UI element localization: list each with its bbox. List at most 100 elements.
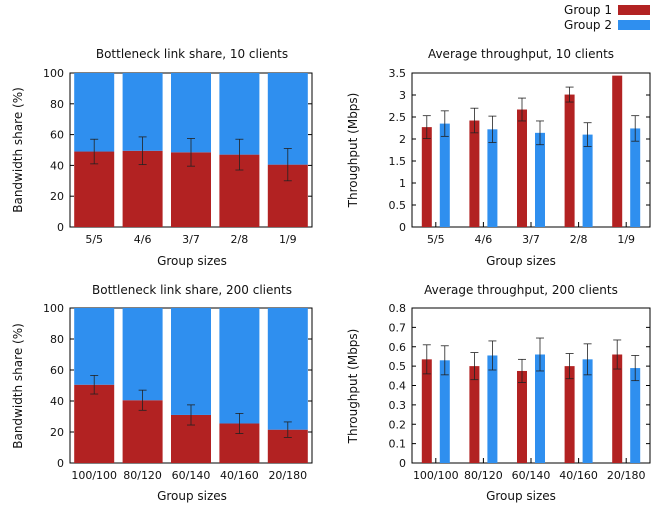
bar-group-1	[469, 366, 480, 463]
x-tick-label: 5/5	[427, 233, 445, 246]
y-tick-label: 100	[43, 302, 64, 315]
chart-title: Bottleneck link share, 200 clients	[92, 283, 292, 297]
bar-group-1	[74, 384, 115, 463]
bar-group-2	[487, 355, 498, 463]
chart-title: Bottleneck link share, 10 clients	[96, 47, 288, 61]
bar-group-2	[74, 73, 115, 152]
y-axis-label: Bandwidth share (%)	[11, 323, 25, 449]
bar-group-1	[564, 366, 575, 463]
bar-group-1	[469, 120, 480, 227]
bar-group-1	[421, 127, 432, 227]
bar-group-2	[535, 354, 545, 463]
x-tick-label: 60/140	[512, 469, 551, 482]
bar-group-2	[630, 128, 641, 227]
x-tick-label: 80/120	[464, 469, 503, 482]
y-tick-label: 40	[50, 395, 64, 408]
y-tick-label: 0.6	[389, 341, 407, 354]
panel-bottleneck-share-10: Bottleneck link share, 10 clients Group …	[11, 47, 313, 268]
y-tick-label: 20	[50, 426, 64, 439]
y-tick-label: 0.1	[389, 438, 407, 451]
legend-swatch-group-1	[618, 5, 650, 15]
chart-title: Average throughput, 200 clients	[424, 283, 618, 297]
y-tick-label: 0	[399, 221, 406, 234]
y-tick-label: 40	[50, 159, 64, 172]
panel-throughput-200: Average throughput, 200 clients Group si…	[346, 283, 651, 503]
y-tick-label: 0.5	[389, 199, 407, 212]
bar-group-2	[219, 308, 260, 424]
y-tick-label: 0	[57, 457, 64, 470]
x-tick-label: 40/160	[220, 469, 259, 482]
x-tick-label: 4/6	[475, 233, 493, 246]
bar-group-2	[630, 368, 641, 463]
x-tick-label: 60/140	[172, 469, 211, 482]
x-tick-label: 100/100	[71, 469, 117, 482]
legend-swatch-group-2	[618, 20, 650, 30]
legend-label-group-1: Group 1	[564, 3, 612, 17]
legend-label-group-2: Group 2	[564, 18, 612, 32]
bar-group-2	[487, 129, 498, 227]
x-axis-label: Group sizes	[486, 254, 556, 268]
y-tick-label: 0.5	[389, 360, 407, 373]
x-tick-label: 3/7	[182, 233, 200, 246]
y-tick-label: 60	[50, 129, 64, 142]
y-tick-label: 0.3	[389, 399, 407, 412]
y-tick-label: 0.7	[389, 321, 407, 334]
y-tick-label: 60	[50, 364, 64, 377]
x-tick-label: 2/8	[231, 233, 249, 246]
y-tick-label: 1.5	[389, 155, 407, 168]
plot-area: 0 20 40 60 80 100 100/100 80/120 60/140 40/160 20/…	[43, 302, 313, 482]
bar-group-2	[122, 308, 163, 401]
y-tick-label: 80	[50, 333, 64, 346]
bar-group-1	[564, 94, 575, 227]
bar-group-2	[582, 359, 593, 463]
bar-group-2	[439, 360, 450, 463]
y-tick-label: 80	[50, 98, 64, 111]
plot-area: 0 0.5 1 1.5 2 2.5 3 3.5 5/5 4/6 3/7 2/8 1/9	[389, 67, 651, 246]
y-tick-label: 3	[399, 89, 406, 102]
bar-group-2	[171, 308, 211, 415]
plot-area: 0 20 40 60 80 100 5/5 4/6 3/7 2/8 1/9	[43, 67, 313, 246]
x-tick-label: 2/8	[570, 233, 588, 246]
bar-group-1	[517, 109, 527, 227]
bar-group-2	[439, 123, 450, 227]
x-axis-label: Group sizes	[486, 489, 556, 503]
panel-throughput-10: Average throughput, 10 clients Group siz…	[346, 47, 651, 268]
y-tick-label: 1	[399, 177, 406, 190]
y-tick-label: 0.2	[389, 418, 407, 431]
panel-bottleneck-share-200: Bottleneck link share, 200 clients Group…	[11, 283, 313, 503]
y-tick-label: 0	[57, 221, 64, 234]
x-tick-label: 1/9	[617, 233, 635, 246]
x-tick-label: 100/100	[413, 469, 459, 482]
bar-group-2	[267, 308, 308, 430]
y-tick-label: 0	[399, 457, 406, 470]
y-axis-label: Throughput (Mbps)	[346, 93, 360, 209]
bar-group-2	[582, 134, 593, 227]
x-tick-label: 80/120	[123, 469, 162, 482]
y-tick-label: 2.5	[389, 111, 407, 124]
x-axis-label: Group sizes	[157, 254, 227, 268]
bar-group-1	[612, 354, 623, 463]
y-tick-label: 2	[399, 133, 406, 146]
x-tick-label: 4/6	[134, 233, 152, 246]
x-tick-label: 20/180	[607, 469, 646, 482]
bar-group-2	[74, 308, 115, 385]
x-tick-label: 1/9	[279, 233, 297, 246]
x-axis-label: Group sizes	[157, 489, 227, 503]
x-tick-label: 5/5	[85, 233, 103, 246]
chart-title: Average throughput, 10 clients	[428, 47, 614, 61]
y-tick-label: 100	[43, 67, 64, 80]
y-tick-label: 0.4	[389, 380, 407, 393]
x-tick-label: 40/160	[559, 469, 598, 482]
y-tick-label: 3.5	[389, 67, 407, 80]
plot-area: 0 0.1 0.2 0.3 0.4 0.5 0.6 0.7 0.8 100/100 80/120 60…	[389, 302, 651, 482]
legend: Group 1 Group 2	[564, 3, 650, 32]
x-tick-label: 3/7	[522, 233, 540, 246]
x-tick-label: 20/180	[268, 469, 307, 482]
y-axis-label: Bandwidth share (%)	[11, 87, 25, 213]
bar-group-1	[421, 359, 432, 463]
bar-group-1	[517, 370, 527, 463]
y-axis-label: Throughput (Mbps)	[346, 329, 360, 445]
y-tick-label: 20	[50, 190, 64, 203]
bar-group-2	[535, 132, 545, 227]
